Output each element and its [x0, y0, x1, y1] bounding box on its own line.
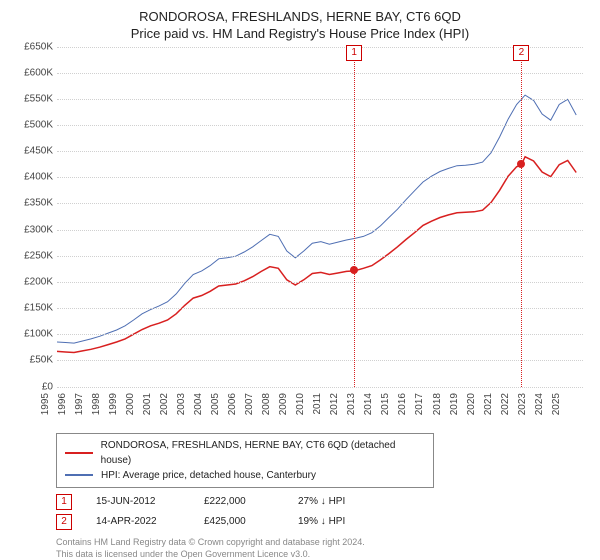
events-table: 1 15-JUN-2012 £222,000 27% ↓ HPI 2 14-APR-202… — [56, 494, 588, 530]
y-axis-label: £150K — [13, 303, 53, 314]
event-line — [354, 47, 355, 387]
y-axis-label: £100K — [13, 329, 53, 340]
price-marker — [350, 266, 358, 274]
gridline — [57, 334, 583, 335]
y-axis-label: £400K — [13, 172, 53, 183]
gridline — [57, 203, 583, 204]
y-axis-label: £550K — [13, 93, 53, 104]
y-axis-label: £650K — [13, 41, 53, 52]
y-axis-label: £250K — [13, 250, 53, 261]
y-axis-label: £500K — [13, 120, 53, 131]
event-number: 1 — [56, 494, 72, 510]
gridline — [57, 151, 583, 152]
gridline — [57, 47, 583, 48]
chart-area: 12 £0£50K£100K£150K£200K£250K£300K£350K£… — [13, 47, 587, 425]
y-axis-label: £600K — [13, 67, 53, 78]
event-price: £222,000 — [204, 496, 274, 507]
price-marker — [517, 160, 525, 168]
y-axis-label: £350K — [13, 198, 53, 209]
event-marker-box: 1 — [346, 45, 362, 61]
footer-line-1: Contains HM Land Registry data © Crown c… — [56, 536, 588, 548]
footer-attribution: Contains HM Land Registry data © Crown c… — [56, 536, 588, 560]
gridline — [57, 177, 583, 178]
gridline — [57, 73, 583, 74]
legend-label: RONDOROSA, FRESHLANDS, HERNE BAY, CT6 6Q… — [101, 438, 425, 468]
legend-box: RONDOROSA, FRESHLANDS, HERNE BAY, CT6 6Q… — [56, 433, 434, 488]
y-axis-label: £50K — [13, 355, 53, 366]
event-date: 15-JUN-2012 — [96, 496, 180, 507]
chart-title: RONDOROSA, FRESHLANDS, HERNE BAY, CT6 6Q… — [12, 8, 588, 26]
gridline — [57, 282, 583, 283]
event-price: £425,000 — [204, 516, 274, 527]
legend-swatch — [65, 452, 93, 454]
y-axis-label: £300K — [13, 224, 53, 235]
legend-swatch — [65, 474, 93, 476]
series-property — [57, 156, 576, 352]
gridline — [57, 387, 583, 388]
event-delta: 27% ↓ HPI — [298, 496, 378, 507]
gridline — [57, 99, 583, 100]
y-axis-label: £450K — [13, 146, 53, 157]
event-delta: 19% ↓ HPI — [298, 516, 378, 527]
series-hpi — [57, 95, 576, 343]
gridline — [57, 230, 583, 231]
line-svg — [57, 47, 583, 387]
legend-label: HPI: Average price, detached house, Cant… — [101, 468, 316, 483]
legend-item: RONDOROSA, FRESHLANDS, HERNE BAY, CT6 6Q… — [65, 438, 425, 468]
chart-container: RONDOROSA, FRESHLANDS, HERNE BAY, CT6 6Q… — [0, 0, 600, 560]
gridline — [57, 256, 583, 257]
y-axis-label: £0 — [13, 381, 53, 392]
x-axis-label: 2025 — [551, 393, 585, 415]
gridline — [57, 360, 583, 361]
chart-subtitle: Price paid vs. HM Land Registry's House … — [12, 26, 588, 41]
event-row: 2 14-APR-2022 £425,000 19% ↓ HPI — [56, 514, 588, 530]
event-date: 14-APR-2022 — [96, 516, 180, 527]
gridline — [57, 308, 583, 309]
event-line — [521, 47, 522, 387]
footer-line-2: This data is licensed under the Open Gov… — [56, 548, 588, 560]
event-number: 2 — [56, 514, 72, 530]
plot-region: 12 — [57, 47, 583, 387]
event-marker-box: 2 — [513, 45, 529, 61]
event-row: 1 15-JUN-2012 £222,000 27% ↓ HPI — [56, 494, 588, 510]
gridline — [57, 125, 583, 126]
y-axis-label: £200K — [13, 276, 53, 287]
legend-item: HPI: Average price, detached house, Cant… — [65, 468, 425, 483]
